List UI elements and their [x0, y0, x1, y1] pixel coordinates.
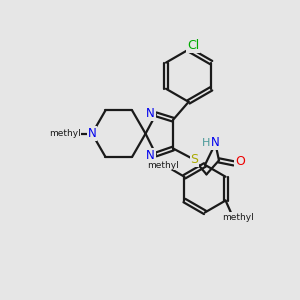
- Text: H: H: [202, 138, 211, 148]
- Text: N: N: [146, 148, 155, 162]
- Text: S: S: [190, 153, 199, 166]
- Text: N: N: [210, 136, 219, 149]
- Text: methyl: methyl: [147, 161, 178, 170]
- Text: methyl: methyl: [222, 213, 254, 222]
- Text: O: O: [235, 155, 245, 168]
- Text: N: N: [146, 107, 155, 120]
- Text: Cl: Cl: [187, 40, 199, 52]
- Text: N: N: [88, 127, 96, 140]
- Text: methyl: methyl: [49, 129, 81, 138]
